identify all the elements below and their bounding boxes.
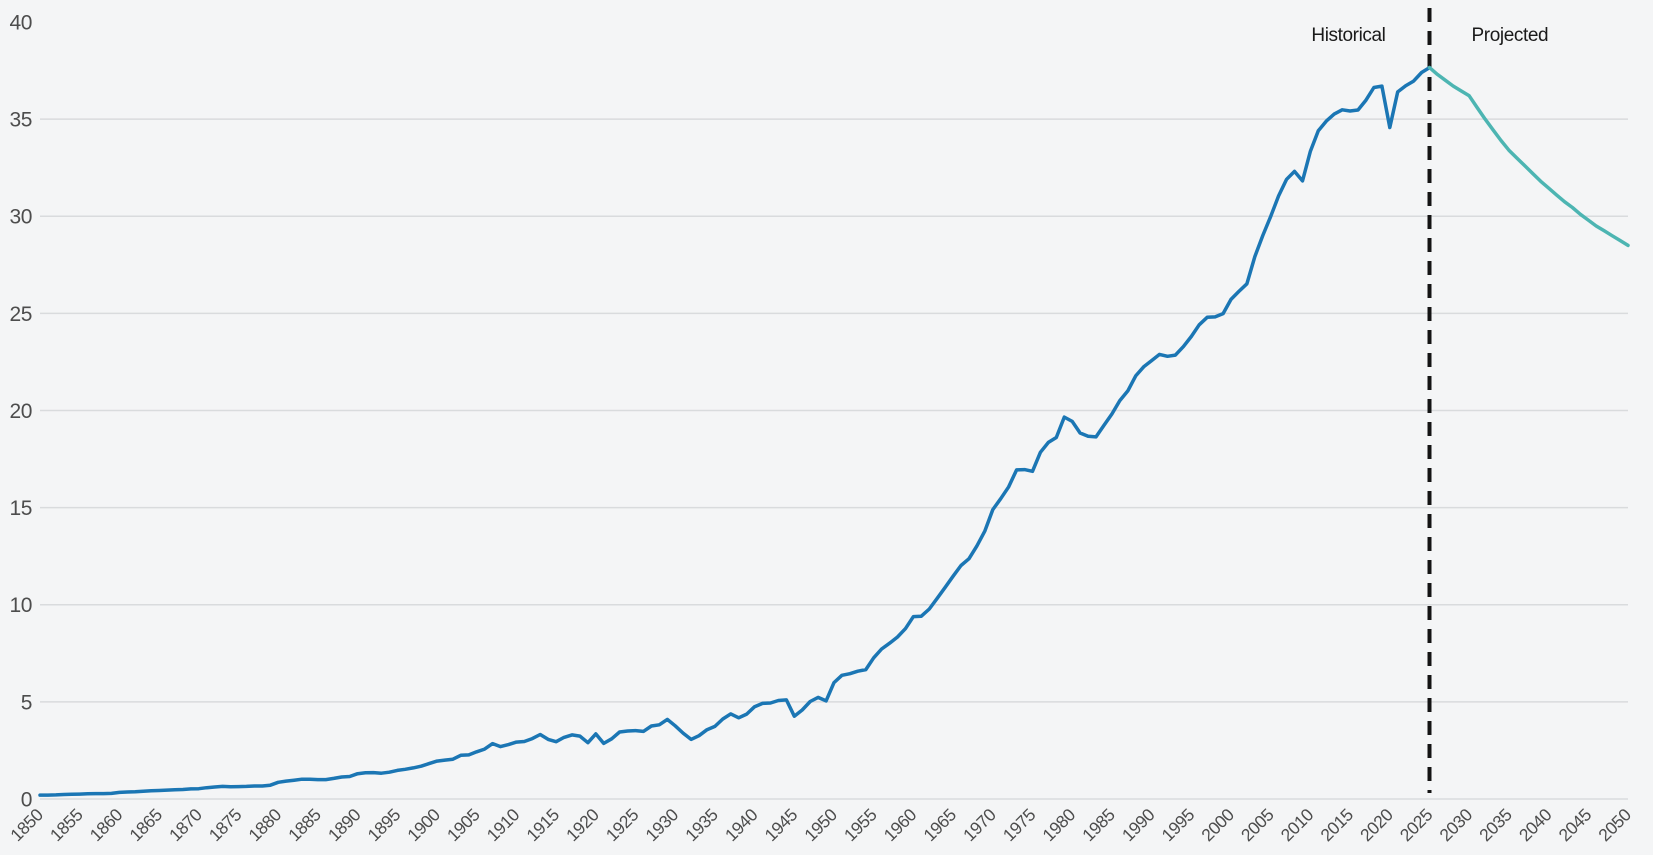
x-axis-label: 1970 bbox=[959, 804, 1000, 845]
x-axis-label: 1900 bbox=[403, 804, 444, 845]
y-axis-label: 35 bbox=[9, 108, 32, 131]
projected-series-line bbox=[1427, 65, 1630, 248]
y-axis-label: 0 bbox=[21, 788, 32, 811]
x-axis-label: 1905 bbox=[443, 805, 484, 846]
y-axis-label: 15 bbox=[9, 497, 32, 520]
x-axis-label: 1940 bbox=[721, 804, 762, 845]
x-axis-label: 2000 bbox=[1197, 804, 1238, 845]
x-axis-label: 1945 bbox=[761, 805, 802, 846]
x-axis-label: 1975 bbox=[999, 805, 1040, 846]
historical-label: Historical bbox=[1311, 25, 1385, 46]
x-axis-label: 1895 bbox=[364, 805, 405, 846]
y-axis-label: 10 bbox=[9, 594, 32, 617]
x-axis-label: 1985 bbox=[1078, 805, 1119, 846]
x-axis-label: 2030 bbox=[1435, 804, 1476, 845]
y-axis-label: 5 bbox=[21, 691, 32, 714]
x-axis-label: 1995 bbox=[1158, 805, 1199, 846]
x-axis-label: 1865 bbox=[125, 805, 166, 846]
x-axis-label: 1915 bbox=[522, 805, 563, 846]
projected-label: Projected bbox=[1472, 25, 1549, 46]
x-axis-label: 2015 bbox=[1316, 805, 1357, 846]
x-axis-label: 2035 bbox=[1475, 805, 1516, 846]
x-axis-label: 2010 bbox=[1277, 804, 1318, 845]
x-axis-label: 1885 bbox=[284, 805, 325, 846]
x-axis-label: 2020 bbox=[1356, 804, 1397, 845]
x-axis-label: 1925 bbox=[602, 805, 643, 846]
x-axis-label: 1860 bbox=[86, 804, 127, 845]
x-axis-label: 1965 bbox=[919, 805, 960, 846]
x-axis-label: 1910 bbox=[483, 804, 524, 845]
historical-series-line bbox=[38, 65, 1432, 797]
x-axis-label: 1890 bbox=[324, 804, 365, 845]
x-axis-label: 2040 bbox=[1515, 804, 1556, 845]
y-axis-label: 30 bbox=[9, 206, 32, 229]
y-axis-label: 25 bbox=[9, 303, 32, 326]
x-axis-label: 1980 bbox=[1038, 804, 1079, 845]
x-axis-label: 1950 bbox=[800, 804, 841, 845]
x-axis-label: 1990 bbox=[1118, 804, 1159, 845]
x-axis-label: 1870 bbox=[165, 804, 206, 845]
x-axis-label: 1935 bbox=[681, 805, 722, 846]
x-axis-label: 2005 bbox=[1237, 805, 1278, 846]
y-axis-label: 20 bbox=[9, 400, 32, 423]
x-axis-label: 1960 bbox=[880, 804, 921, 845]
x-axis-label: 1920 bbox=[562, 804, 603, 845]
x-axis-label: 1955 bbox=[840, 805, 881, 846]
x-axis-label: 2045 bbox=[1555, 805, 1596, 846]
x-axis-label: 2025 bbox=[1396, 805, 1437, 846]
x-axis-label: 1850 bbox=[6, 804, 47, 845]
x-axis-label: 1930 bbox=[641, 804, 682, 845]
y-axis-label: 40 bbox=[9, 11, 32, 34]
x-axis-label: 1880 bbox=[244, 804, 285, 845]
x-axis-label: 1855 bbox=[46, 805, 87, 846]
x-axis-label: 2050 bbox=[1594, 804, 1635, 845]
x-axis-label: 1875 bbox=[205, 805, 246, 846]
